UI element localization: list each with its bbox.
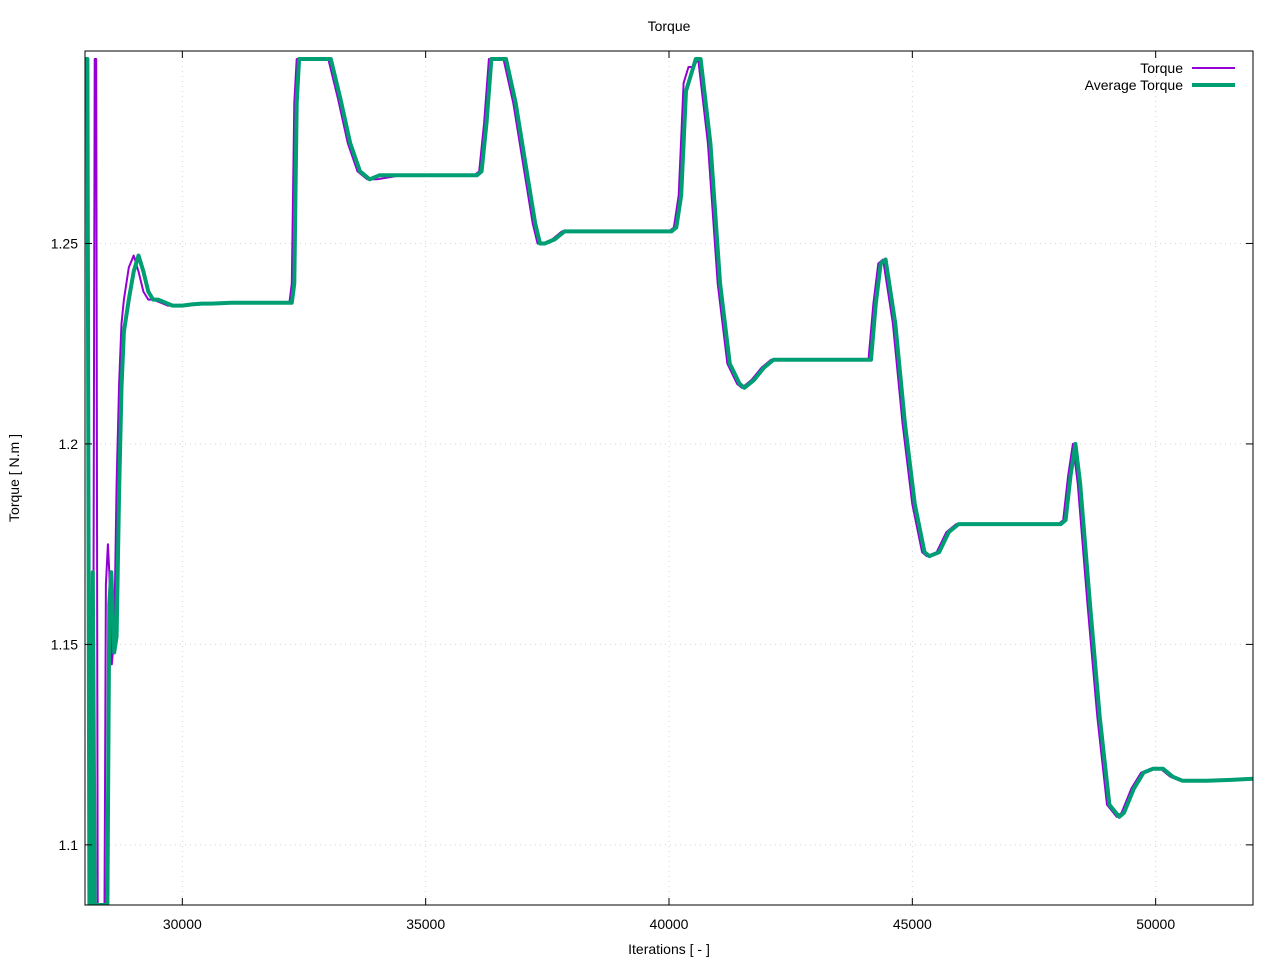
axis-ticks <box>85 51 1253 905</box>
series-line-average-torque <box>85 57 1253 905</box>
chart-title: Torque <box>648 18 691 34</box>
x-axis-label: Iterations [ - ] <box>628 941 710 957</box>
x-tick-label: 35000 <box>406 916 445 932</box>
series-line-torque <box>85 58 1253 905</box>
x-tick-label: 45000 <box>893 916 932 932</box>
y-tick-label: 1.25 <box>51 235 78 251</box>
x-tick-label: 50000 <box>1136 916 1175 932</box>
series-layer <box>85 57 1253 905</box>
y-axis-label: Torque [ N.m ] <box>6 434 22 522</box>
x-tick-label: 30000 <box>163 916 202 932</box>
legend-label-torque: Torque <box>1140 60 1183 76</box>
y-tick-label: 1.1 <box>59 837 79 853</box>
tick-labels: 30000 35000 40000 45000 50000 1.1 1.15 1.2 1.25 <box>51 235 1176 932</box>
y-tick-label: 1.15 <box>51 636 78 652</box>
y-tick-label: 1.2 <box>59 436 79 452</box>
legend: Torque Average Torque <box>1085 60 1235 93</box>
legend-label-average-torque: Average Torque <box>1085 77 1184 93</box>
x-tick-label: 40000 <box>650 916 689 932</box>
